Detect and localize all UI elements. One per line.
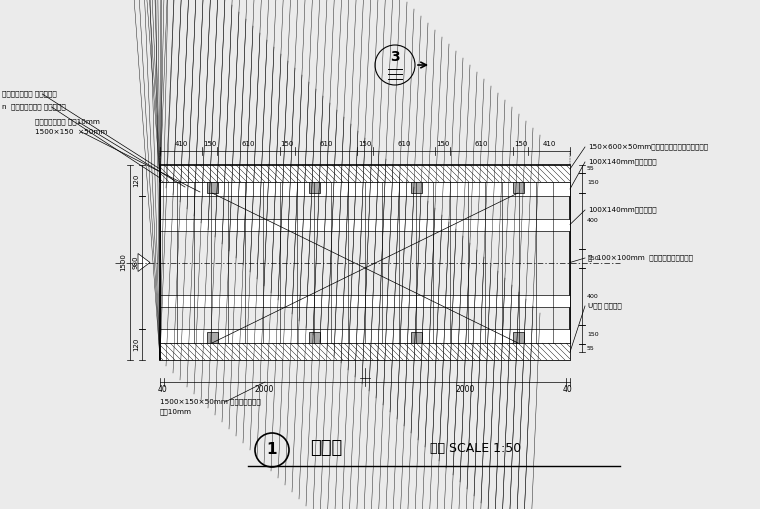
Text: 比例 SCALE 1:50: 比例 SCALE 1:50 xyxy=(430,441,521,455)
Text: 55: 55 xyxy=(587,346,595,351)
Text: 40: 40 xyxy=(157,385,167,394)
Text: 120: 120 xyxy=(133,338,139,351)
Text: 1500×150  ×50mm: 1500×150 ×50mm xyxy=(35,129,107,135)
Bar xyxy=(160,182,570,196)
Text: 400: 400 xyxy=(587,294,599,299)
Text: 150×600×50mm椿子桁断面木封板，黑色漆饰: 150×600×50mm椿子桁断面木封板，黑色漆饰 xyxy=(588,144,708,150)
Text: 100X140mm工字钢横梁: 100X140mm工字钢横梁 xyxy=(588,207,657,213)
Text: 厚度10mm: 厚度10mm xyxy=(160,409,192,415)
Text: 150: 150 xyxy=(280,141,294,147)
Polygon shape xyxy=(138,253,150,271)
Bar xyxy=(207,332,217,343)
Text: 平面图: 平面图 xyxy=(310,439,342,457)
Text: 150: 150 xyxy=(587,332,599,337)
Bar xyxy=(309,182,319,193)
Text: U型钢 桥柱固定: U型钢 桥柱固定 xyxy=(588,303,622,309)
Bar xyxy=(512,182,524,193)
Text: 610: 610 xyxy=(319,141,333,147)
Bar xyxy=(160,343,570,360)
Text: 610: 610 xyxy=(397,141,410,147)
Text: 子桁断面木护栏 黑色漆饰面: 子桁断面木护栏 黑色漆饰面 xyxy=(2,91,57,97)
Text: 1500: 1500 xyxy=(120,253,126,271)
Text: 610: 610 xyxy=(475,141,489,147)
Text: 2000: 2000 xyxy=(456,385,475,394)
Text: 2000: 2000 xyxy=(255,385,274,394)
Text: 150: 150 xyxy=(587,180,599,185)
Text: 150: 150 xyxy=(436,141,449,147)
Text: 400: 400 xyxy=(587,218,599,223)
Bar xyxy=(512,332,524,343)
Bar xyxy=(410,182,422,193)
Text: n  椿子桁断面木柱 黑色漆饰面: n 椿子桁断面木柱 黑色漆饰面 xyxy=(2,104,66,110)
Text: 1500×150×50mm 椿子桁断面木板: 1500×150×50mm 椿子桁断面木板 xyxy=(160,399,261,405)
Text: 150: 150 xyxy=(587,256,599,261)
Text: 150: 150 xyxy=(203,141,217,147)
Text: 150: 150 xyxy=(358,141,372,147)
Bar xyxy=(309,332,319,343)
Text: 610: 610 xyxy=(242,141,255,147)
Text: 55: 55 xyxy=(587,166,595,172)
Bar xyxy=(160,295,570,306)
Text: 1: 1 xyxy=(267,442,277,458)
Text: 980: 980 xyxy=(133,256,139,269)
Text: 椿子桁断面木板 厚度10mm: 椿子桁断面木板 厚度10mm xyxy=(35,119,100,125)
Bar xyxy=(160,165,570,182)
Bar xyxy=(160,165,570,360)
Text: 120: 120 xyxy=(133,174,139,187)
Bar xyxy=(160,329,570,343)
Bar xyxy=(410,332,422,343)
Text: 410: 410 xyxy=(174,141,188,147)
Text: 3: 3 xyxy=(390,50,400,64)
Bar xyxy=(160,218,570,231)
Text: 410: 410 xyxy=(543,141,556,147)
Text: 150: 150 xyxy=(514,141,527,147)
Bar xyxy=(207,182,217,193)
Text: 中  100×100mm  椿子桁断面木柱，黑色: 中 100×100mm 椿子桁断面木柱，黑色 xyxy=(588,254,693,261)
Text: 40: 40 xyxy=(563,385,573,394)
Text: 100X140mm工字钢横梁: 100X140mm工字钢横梁 xyxy=(588,159,657,165)
